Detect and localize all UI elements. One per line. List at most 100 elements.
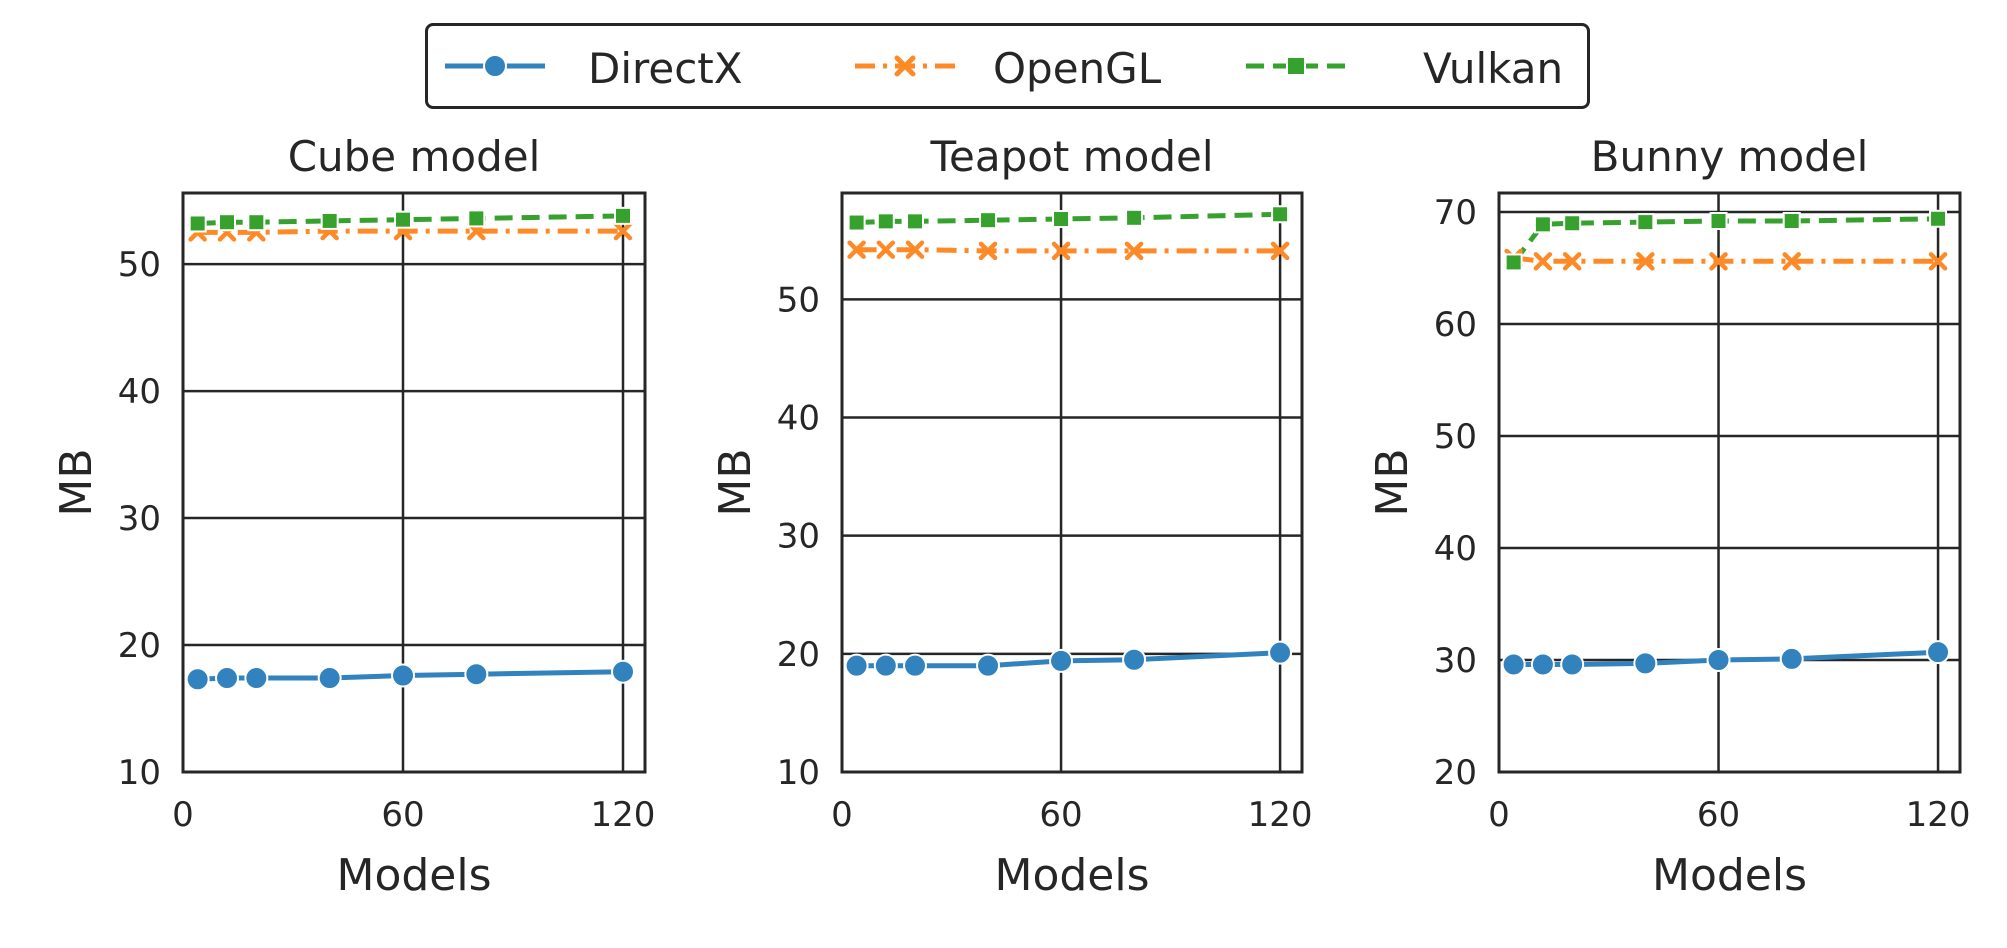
cube-model-point-vulkan-120	[614, 206, 632, 225]
cube-model-point-directx-60	[391, 663, 415, 688]
cube-model-xlabel: Models	[336, 850, 491, 901]
legend-label-directx: DirectX	[588, 44, 743, 93]
bunny-model-xtick-0: 0	[1488, 795, 1510, 835]
teapot-model-ytick-40: 40	[777, 399, 820, 439]
bunny-model-point-vulkan-40	[1636, 213, 1655, 232]
teapot-model-point-directx-4	[844, 653, 869, 678]
cube-model-point-vulkan-80	[467, 209, 486, 228]
bunny-model-point-opengl-60	[1709, 252, 1728, 271]
cube-model-point-vulkan-4	[188, 214, 207, 233]
teapot-model-point-vulkan-40	[979, 211, 998, 230]
bunny-model-point-opengl-12	[1533, 252, 1553, 271]
teapot-model-point-directx-20	[903, 653, 928, 678]
cube-model-title: Cube model	[288, 132, 541, 181]
cube-model-point-directx-20	[244, 666, 269, 691]
bunny-model-point-opengl-20	[1562, 252, 1582, 271]
legend-marker-vulkan	[1286, 56, 1306, 76]
teapot-model-xlabel: Models	[994, 850, 1149, 901]
bunny-model-point-directx-4	[1501, 652, 1526, 677]
teapot-model-point-directx-60	[1049, 648, 1074, 673]
teapot-model-ylabel: MB	[710, 448, 761, 516]
teapot-model-point-directx-12	[873, 653, 898, 678]
bunny-model-point-directx-120	[1926, 640, 1951, 665]
teapot-model-panel: 0 60 120 10 20 30 40 50 Teapot model Models MB	[710, 132, 1313, 901]
bunny-model-point-opengl-80	[1782, 252, 1801, 271]
cube-model-series-line-opengl	[197, 228, 623, 235]
bunny-model-ytick-20: 20	[1434, 753, 1477, 793]
cube-model-point-directx-120	[611, 659, 635, 684]
bunny-model-ytick-60: 60	[1434, 305, 1477, 345]
bunny-model-point-vulkan-4	[1504, 253, 1523, 272]
cube-model-ytick-50: 50	[118, 245, 161, 285]
cube-model-ylabel: MB	[51, 448, 102, 516]
teapot-model-xtick-0: 0	[831, 795, 853, 835]
teapot-model-xtick-120: 120	[1248, 795, 1313, 835]
cube-model-point-opengl-120	[613, 221, 633, 241]
cube-model-ytick-30: 30	[118, 499, 161, 539]
teapot-model-xtick-60: 60	[1039, 795, 1082, 835]
teapot-model-point-opengl-60	[1051, 241, 1071, 261]
bunny-model-point-opengl-40	[1636, 252, 1655, 271]
cube-model-ytick-20: 20	[118, 626, 161, 666]
legend-marker-directx	[483, 54, 507, 78]
teapot-model-title: Teapot model	[929, 132, 1213, 181]
teapot-model-point-vulkan-60	[1052, 209, 1071, 228]
bunny-model-point-directx-60	[1706, 648, 1731, 673]
teapot-model-point-directx-120	[1268, 640, 1293, 665]
teapot-model-point-vulkan-120	[1271, 205, 1290, 224]
bunny-model-point-vulkan-12	[1533, 215, 1552, 234]
bunny-model-xlabel: Models	[1652, 850, 1807, 901]
bunny-model-axes-frame	[1497, 191, 1962, 774]
legend-marker-opengl	[894, 55, 916, 77]
teapot-model-point-directx-80	[1122, 647, 1147, 672]
teapot-model-point-vulkan-80	[1125, 208, 1144, 227]
teapot-model-series-line-opengl	[856, 247, 1281, 254]
bunny-model-ytick-30: 30	[1434, 641, 1477, 681]
legend-label-opengl: OpenGL	[993, 44, 1162, 93]
legend-swatch-opengl	[855, 55, 955, 77]
teapot-model-point-opengl-12	[876, 240, 896, 259]
teapot-model-point-opengl-20	[905, 240, 925, 259]
cube-model-point-vulkan-60	[394, 210, 412, 229]
bunny-model-point-vulkan-80	[1782, 211, 1801, 230]
bunny-model-ylabel: MB	[1367, 448, 1418, 516]
teapot-model-ytick-10: 10	[777, 753, 820, 793]
cube-model-axes-frame	[181, 191, 647, 774]
teapot-model-ytick-50: 50	[777, 280, 820, 320]
cube-model-point-directx-80	[464, 662, 489, 687]
cube-model-point-directx-4	[185, 667, 210, 692]
cube-model-point-directx-12	[215, 666, 239, 691]
teapot-model-point-opengl-120	[1270, 241, 1290, 261]
teapot-model-point-vulkan-4	[847, 213, 866, 232]
bunny-model-ytick-40: 40	[1434, 529, 1477, 569]
bunny-model-point-directx-12	[1530, 652, 1555, 677]
bunny-model-point-opengl-120	[1928, 252, 1948, 271]
cube-model-panel: 0 60 120 10 20 30 40 50 Cube model Models MB	[51, 132, 655, 901]
cube-model-xtick-60: 60	[381, 795, 424, 835]
teapot-model-point-opengl-4	[847, 240, 866, 259]
bunny-model-point-directx-80	[1779, 646, 1804, 671]
cube-model-xtick-0: 0	[172, 795, 194, 835]
teapot-model-axes-frame	[840, 191, 1304, 774]
bunny-model-ytick-70: 70	[1434, 193, 1477, 233]
cube-model-point-vulkan-20	[247, 213, 266, 232]
cube-model-xtick-120: 120	[591, 795, 656, 835]
teapot-model-ytick-30: 30	[777, 517, 820, 557]
bunny-model-point-vulkan-120	[1929, 209, 1948, 228]
teapot-model-point-opengl-80	[1124, 241, 1144, 261]
bunny-model-point-directx-40	[1633, 651, 1658, 676]
teapot-model-ytick-20: 20	[777, 635, 820, 675]
bunny-model-xtick-120: 120	[1906, 795, 1971, 835]
teapot-model-point-vulkan-12	[876, 212, 895, 231]
legend-swatch-vulkan	[1246, 56, 1346, 76]
bunny-model-title: Bunny model	[1591, 132, 1869, 181]
cube-model-ytick-10: 10	[118, 753, 161, 793]
bunny-model-point-directx-20	[1560, 652, 1585, 677]
bunny-model-panel: 0 60 120 20 30 40 50 60 70 Bunny model Models MB	[1367, 132, 1971, 901]
cube-model-point-directx-40	[317, 666, 342, 691]
legend-label-vulkan: Vulkan	[1423, 44, 1564, 93]
teapot-model-point-directx-40	[976, 653, 1001, 678]
cube-model-ytick-40: 40	[118, 372, 161, 412]
